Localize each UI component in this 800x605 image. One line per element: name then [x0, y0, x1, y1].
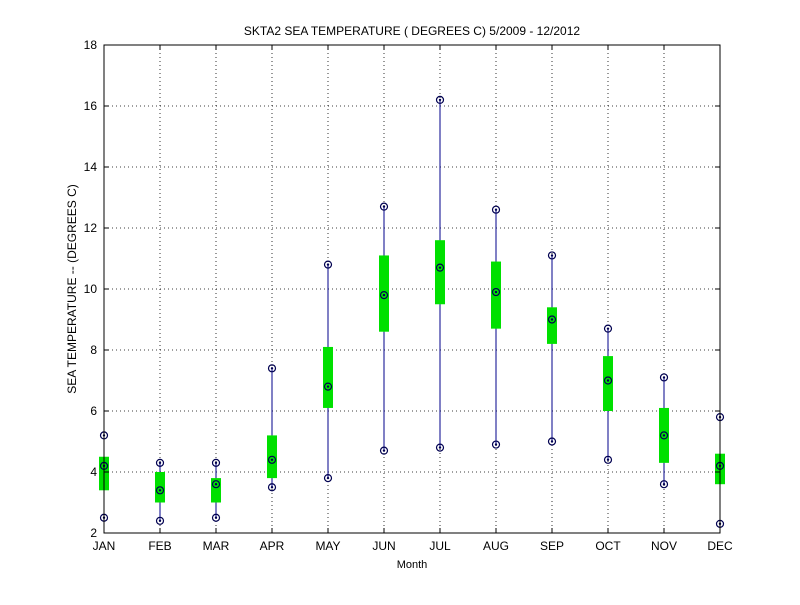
- x-tick-label: DEC: [707, 539, 733, 553]
- median-point-dot: [550, 318, 554, 321]
- min-point-dot: [662, 483, 666, 486]
- y-tick-label: 2: [90, 526, 97, 540]
- min-point: [659, 480, 669, 489]
- median-point: [267, 455, 277, 464]
- min-point-dot: [494, 443, 498, 446]
- max-point: [435, 95, 445, 105]
- median-point: [435, 263, 445, 272]
- min-point-dot: [550, 440, 554, 443]
- median-point-dot: [438, 266, 442, 269]
- min-point-dot: [606, 458, 610, 461]
- box-may: [323, 260, 333, 483]
- x-tick-label: AUG: [483, 539, 509, 553]
- max-point: [659, 373, 669, 382]
- x-axis-label: Month: [397, 559, 428, 571]
- box-apr: [267, 364, 277, 492]
- box-aug: [491, 205, 501, 449]
- max-point: [491, 205, 501, 214]
- median-point-dot: [662, 434, 666, 437]
- max-point: [379, 202, 389, 211]
- min-point-dot: [270, 486, 274, 489]
- y-axis-label: SEA TEMPERATURE -- (DEGREES C): [65, 184, 79, 394]
- box-sep: [547, 251, 557, 446]
- median-point: [659, 431, 669, 440]
- min-point: [155, 516, 165, 525]
- box-jun: [379, 202, 389, 455]
- max-point-dot: [606, 327, 610, 330]
- median-point: [603, 376, 613, 385]
- min-point: [491, 440, 501, 449]
- x-tick-label: OCT: [595, 539, 621, 553]
- y-tick-label: 14: [84, 160, 98, 174]
- min-point: [435, 443, 445, 452]
- x-tick-label: JUN: [372, 539, 395, 553]
- median-point: [155, 486, 165, 495]
- chart-title: SKTA2 SEA TEMPERATURE ( DEGREES C) 5/200…: [244, 24, 580, 38]
- median-point-dot: [494, 290, 498, 294]
- x-tick-label: MAR: [203, 539, 230, 553]
- median-point: [323, 382, 333, 391]
- median-point: [379, 291, 389, 300]
- median-point: [491, 287, 501, 297]
- y-tick-label: 6: [90, 404, 97, 418]
- median-point-dot: [382, 293, 386, 297]
- max-point: [267, 364, 277, 373]
- min-point-dot: [382, 449, 386, 452]
- median-point-dot: [326, 385, 330, 388]
- max-point-dot: [494, 208, 498, 211]
- box-oct: [603, 324, 613, 464]
- y-tick-label: 12: [84, 221, 98, 235]
- max-point-dot: [438, 98, 442, 102]
- min-point-dot: [158, 519, 162, 522]
- min-point: [547, 437, 557, 446]
- max-point-dot: [158, 461, 162, 465]
- x-tick-label: NOV: [651, 539, 677, 553]
- min-point: [379, 446, 389, 455]
- x-tick-label: APR: [260, 539, 285, 553]
- max-point: [155, 458, 165, 467]
- max-point-dot: [326, 263, 330, 266]
- max-point: [323, 260, 333, 269]
- min-point: [267, 483, 277, 492]
- min-point-dot: [438, 446, 442, 449]
- x-tick-label: JAN: [93, 539, 116, 553]
- y-tick-label: 16: [84, 99, 98, 113]
- y-tick-label: 18: [84, 38, 98, 52]
- min-point-dot: [214, 516, 218, 519]
- x-tick-label: FEB: [148, 539, 171, 553]
- y-tick-label: 4: [90, 465, 97, 479]
- max-point-dot: [662, 376, 666, 379]
- x-tick-label: SEP: [540, 539, 564, 553]
- min-point: [603, 455, 613, 464]
- median-point-dot: [214, 483, 218, 486]
- min-point-dot: [326, 476, 330, 480]
- median-point-dot: [270, 458, 274, 461]
- box-mar: [211, 458, 221, 522]
- median-point: [211, 480, 221, 489]
- min-point: [211, 513, 221, 522]
- y-tick-label: 10: [84, 282, 98, 296]
- box-nov: [659, 373, 669, 489]
- max-point: [211, 458, 221, 467]
- median-point: [547, 315, 557, 324]
- max-point: [603, 324, 613, 333]
- y-tick-label: 8: [90, 343, 97, 357]
- box-jul: [435, 95, 445, 452]
- median-point-dot: [158, 489, 162, 492]
- x-tick-label: JUL: [429, 539, 451, 553]
- max-point-dot: [550, 254, 554, 257]
- max-point: [547, 251, 557, 260]
- median-point-dot: [606, 379, 610, 382]
- max-point-dot: [382, 205, 386, 208]
- min-point: [323, 474, 333, 483]
- x-tick-label: MAY: [315, 539, 340, 553]
- max-point-dot: [270, 367, 274, 370]
- max-point-dot: [214, 461, 218, 465]
- ticks: 2 4 6 8 10 12 14 16 18 JAN FEB MAR APR MAY JUN JUL AUG SE…: [84, 38, 733, 553]
- box-feb: [155, 458, 165, 525]
